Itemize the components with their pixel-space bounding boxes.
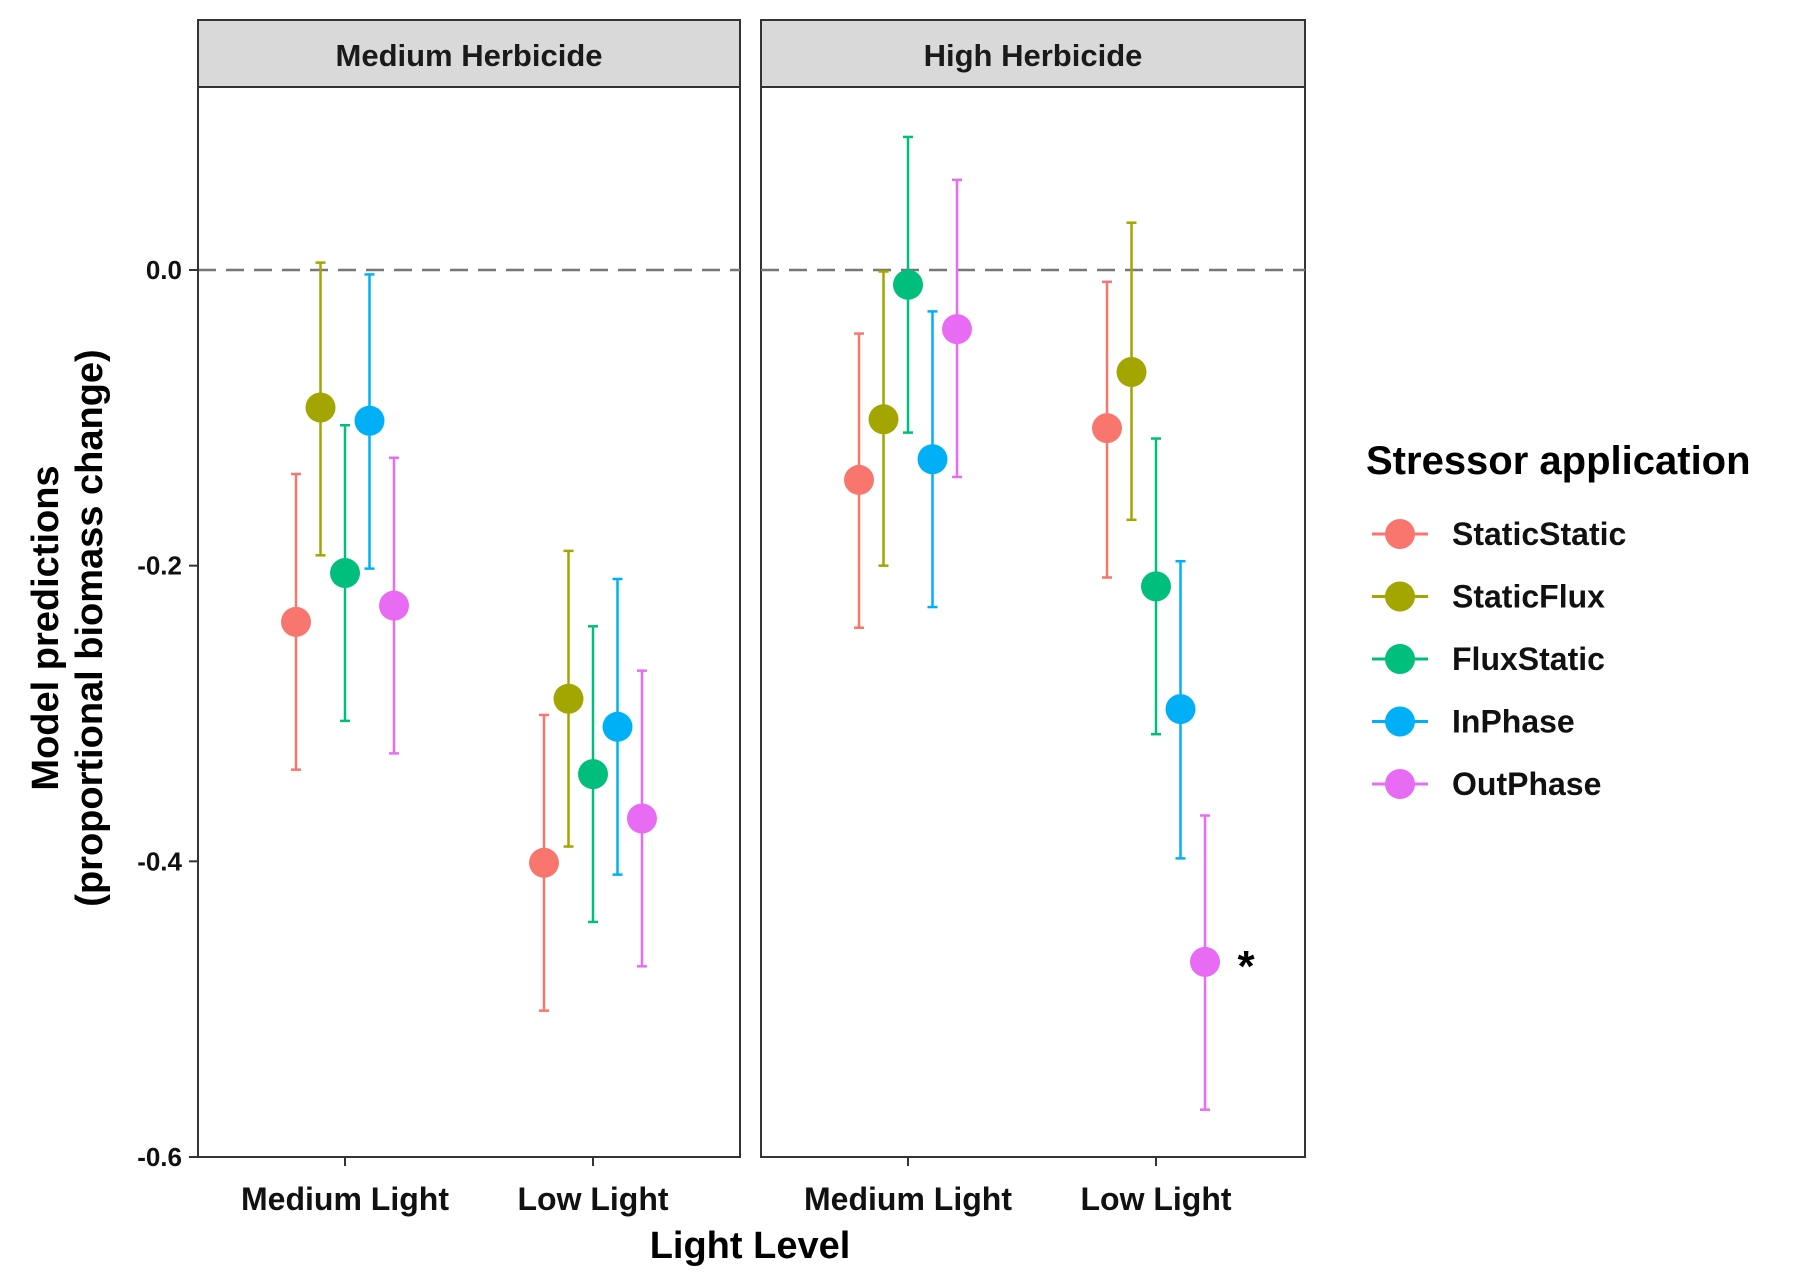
point-range-staticstatic-medium-light [281, 472, 311, 771]
x-tick-label: Low Light [1080, 1181, 1231, 1217]
data-point [844, 464, 874, 495]
facet-high-herbicide: High Herbicide * [760, 19, 1306, 1158]
data-point [1165, 694, 1196, 725]
point-range-outphase-low-light [627, 669, 657, 968]
point-range-staticflux-medium-light [868, 270, 899, 567]
point-range-inphase-low-light [1165, 559, 1196, 860]
legend-item-staticflux: StaticFlux [1372, 579, 1605, 615]
legend-item-fluxstatic: FluxStatic [1372, 641, 1605, 677]
point-range-staticstatic-low-light [1092, 280, 1122, 579]
data-point [330, 558, 360, 589]
facet-title: Medium Herbicide [336, 38, 603, 73]
x-axis: Medium Light Low Light Medium Light Low Lig… [241, 1157, 1232, 1217]
facet-strip [197, 19, 741, 88]
point-range-inphase-low-light [602, 577, 633, 876]
legend-item-inphase: InPhase [1372, 704, 1575, 740]
facet-panel [197, 86, 741, 1158]
y-tick-label: 0.0 [146, 255, 182, 285]
point-range-inphase-medium-light [354, 273, 385, 570]
data-point [942, 314, 972, 345]
legend-label: FluxStatic [1452, 641, 1605, 677]
y-axis-title-line-1: Model predictions [25, 465, 67, 790]
data-point [627, 803, 657, 834]
y-axis: 0.0 -0.2 -0.4 -0.6 [137, 87, 199, 1172]
legend-key-point [1385, 644, 1415, 674]
data-point [1092, 413, 1122, 444]
data-point [868, 404, 899, 435]
legend-label: StaticStatic [1452, 516, 1626, 552]
significance-annotation: * [1237, 942, 1255, 991]
facet-medium-herbicide: Medium Herbicide [197, 19, 741, 1158]
legend-key-point [1385, 519, 1415, 549]
point-range-outphase-medium-light [379, 456, 409, 755]
data-point [893, 269, 923, 300]
legend-key-point [1385, 581, 1415, 612]
data-point [354, 405, 385, 436]
data-point [553, 683, 584, 714]
data-point [917, 444, 948, 475]
x-tick-label: Medium Light [804, 1181, 1012, 1217]
y-tick-label: -0.4 [137, 846, 182, 876]
legend-title: Stressor application [1366, 439, 1751, 483]
legend-label: OutPhase [1452, 766, 1601, 802]
x-tick-label: Medium Light [241, 1181, 449, 1217]
data-point [379, 590, 409, 621]
point-range-fluxstatic-medium-light [893, 135, 923, 434]
point-range-fluxstatic-medium-light [330, 423, 360, 723]
data-point [529, 847, 559, 878]
x-axis-title: Light Level [650, 1225, 851, 1267]
y-tick-label: -0.6 [137, 1142, 182, 1172]
facet-panel [760, 86, 1306, 1158]
point-range-outphase-medium-light [942, 178, 972, 479]
point-range-fluxstatic-low-light [1141, 437, 1171, 736]
point-range-staticflux-low-light [553, 549, 584, 848]
point-range-staticstatic-medium-light [844, 332, 874, 630]
data-point [1116, 357, 1147, 388]
point-range-inphase-medium-light [917, 310, 948, 609]
y-axis-title-line-2: (proportional biomass change) [69, 349, 111, 906]
legend-key-point [1385, 706, 1415, 737]
legend-key-point [1385, 769, 1415, 799]
legend-item-outphase: OutPhase [1372, 766, 1601, 802]
point-range-outphase-low-light: * [1190, 814, 1255, 1111]
facet-strip [760, 19, 1306, 88]
data-point [281, 606, 311, 637]
legend-label: InPhase [1452, 704, 1575, 740]
data-point [1190, 946, 1220, 977]
point-range-fluxstatic-low-light [578, 625, 608, 924]
point-range-staticflux-medium-light [305, 261, 336, 557]
data-point [578, 759, 608, 790]
legend: Stressor application StaticStatic StaticF… [1366, 439, 1751, 802]
x-tick-label: Low Light [517, 1181, 668, 1217]
data-point [602, 711, 633, 742]
legend-label: StaticFlux [1452, 579, 1605, 615]
point-range-staticflux-low-light [1116, 221, 1147, 522]
legend-item-staticstatic: StaticStatic [1372, 516, 1626, 552]
y-tick-label: -0.2 [137, 551, 182, 581]
facet-title: High Herbicide [924, 38, 1143, 73]
point-range-staticstatic-low-light [529, 713, 559, 1012]
data-point [305, 392, 336, 423]
data-point [1141, 571, 1171, 602]
